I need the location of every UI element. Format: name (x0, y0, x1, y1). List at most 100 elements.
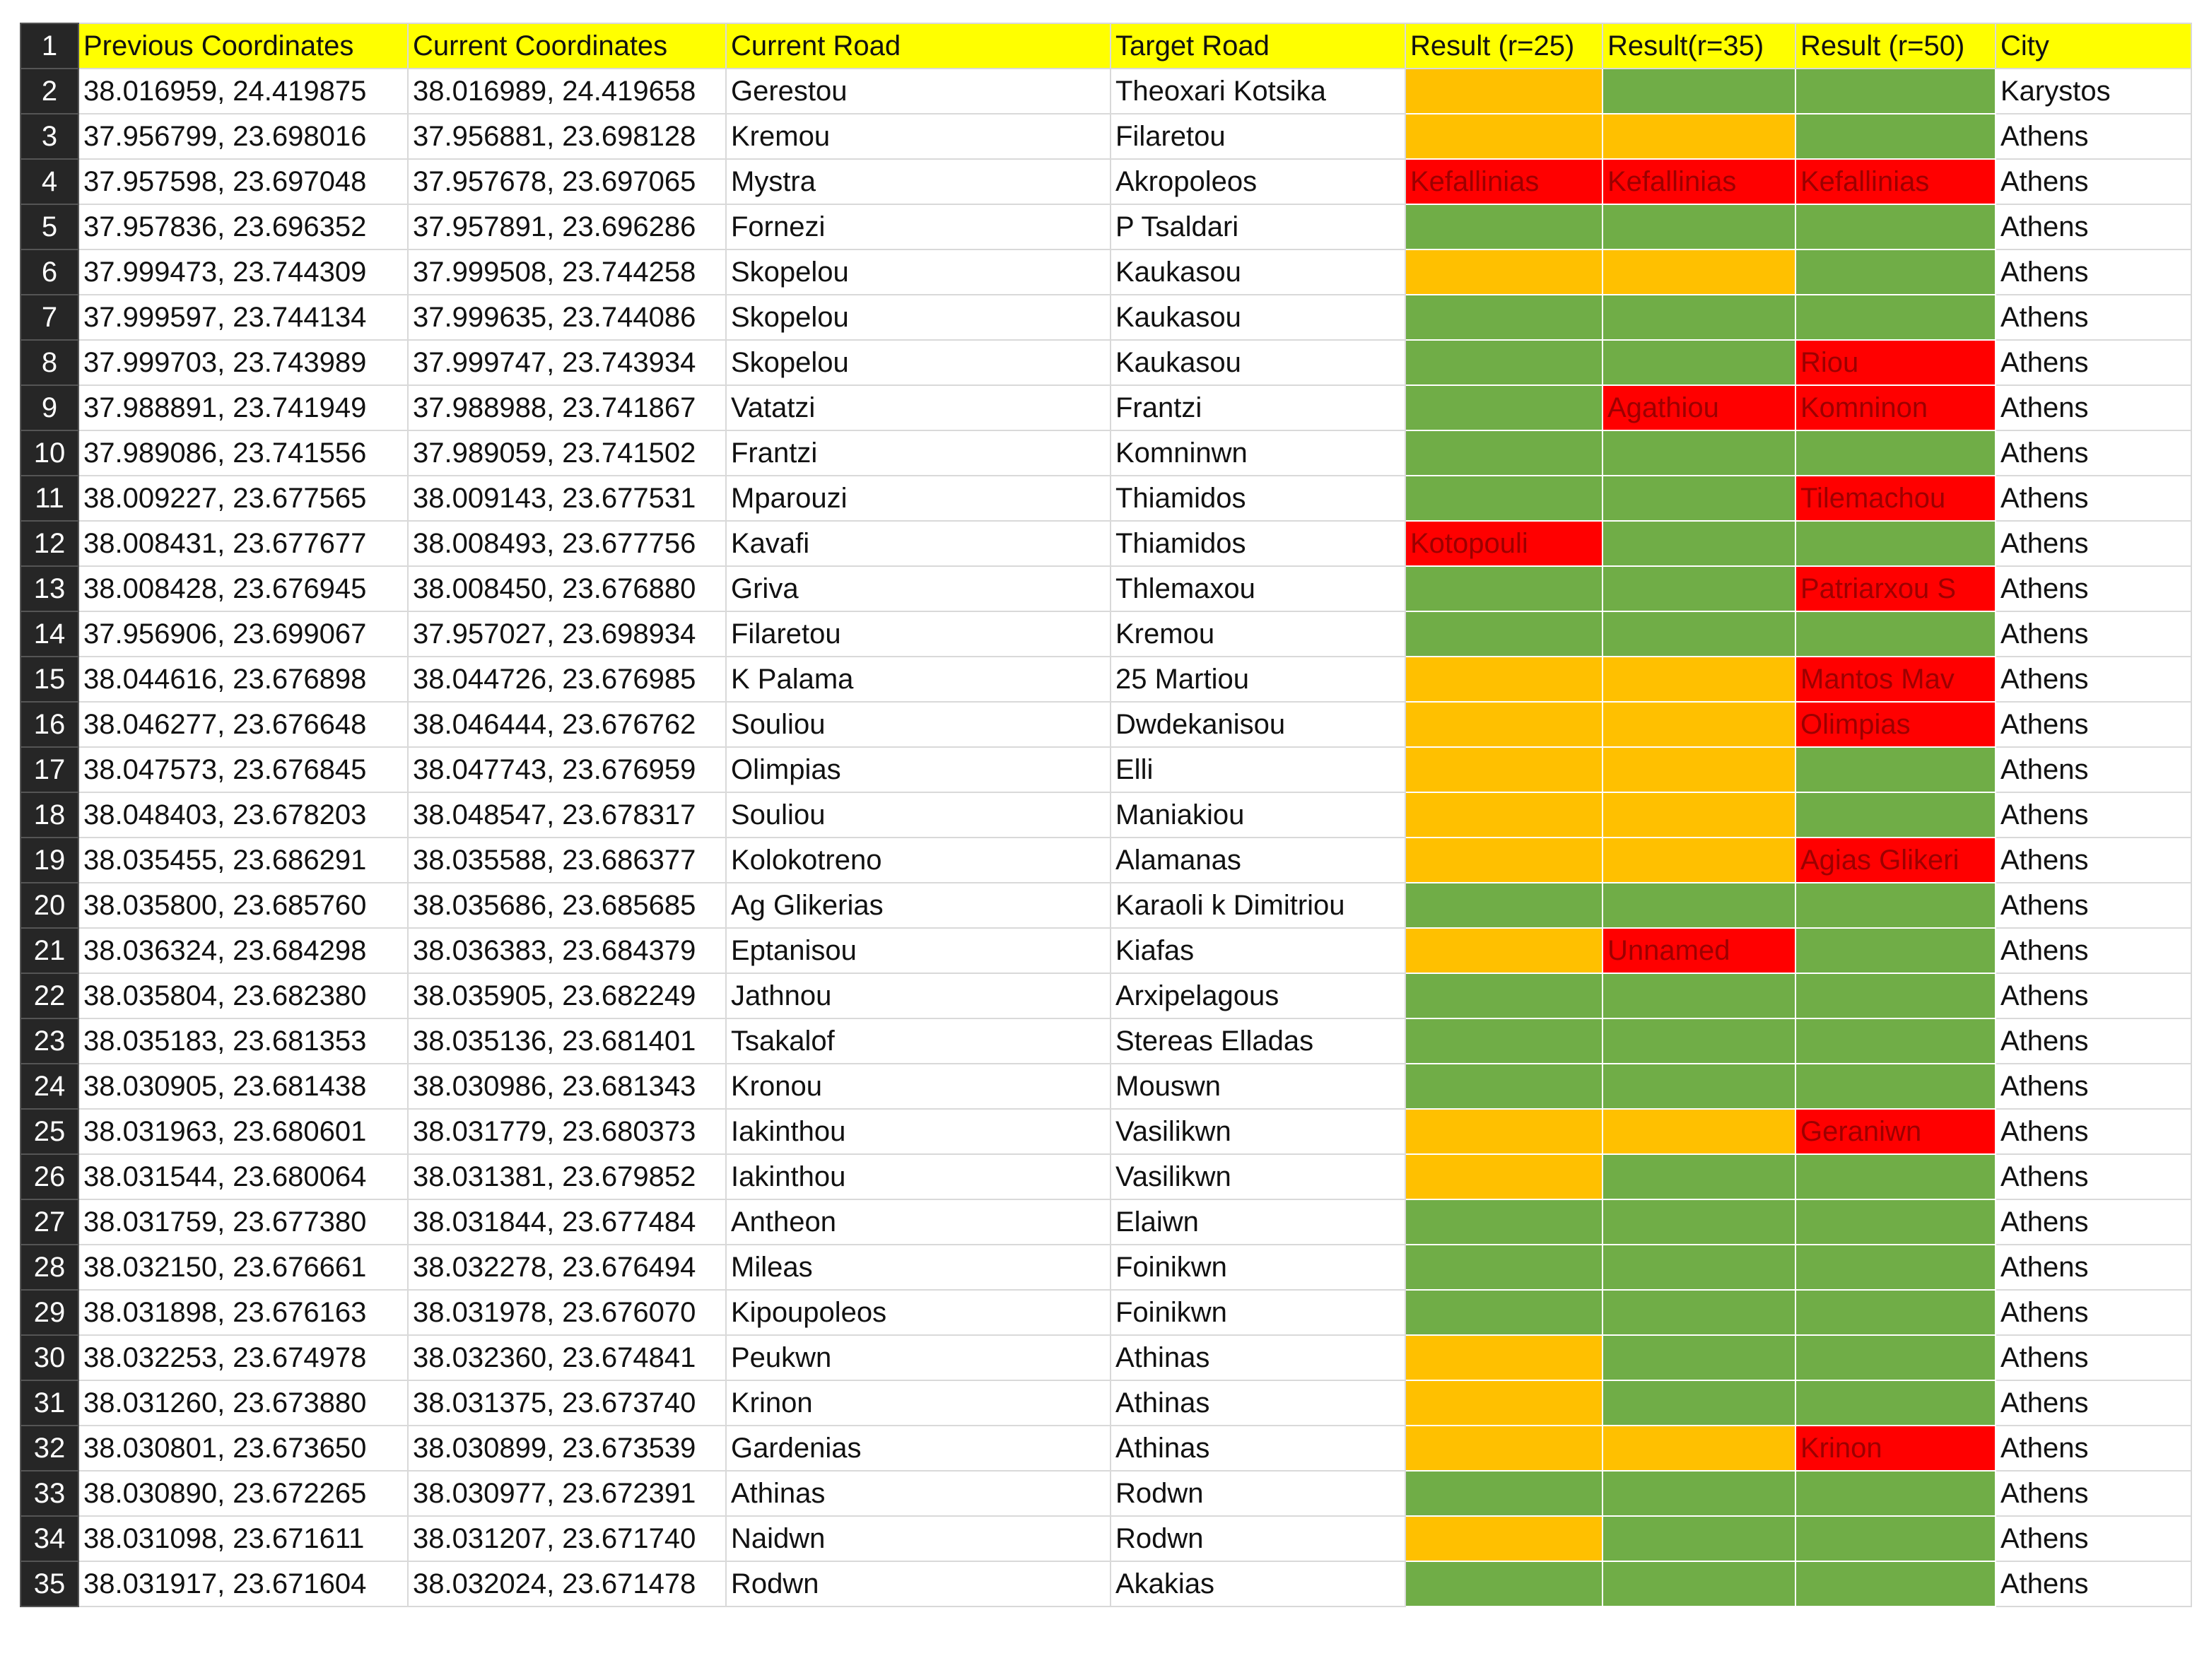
current-road: Souliou (725, 792, 1111, 838)
data-row: 13 38.008428, 23.676945 38.008450, 23.6768… (20, 565, 2192, 612)
target-road: Mouswn (1110, 1063, 1406, 1110)
current-road: Skopelou (725, 294, 1111, 341)
data-row: 34 38.031098, 23.671611 38.031207, 23.6717… (20, 1515, 2192, 1562)
result-r25 (1405, 249, 1602, 295)
target-road: Vasilikwn (1110, 1108, 1406, 1155)
row-number: 21 (20, 927, 79, 974)
city: Athens (1995, 520, 2192, 567)
result-r50: Geraniwn (1795, 1109, 1996, 1154)
result-r50 (1795, 69, 1996, 114)
target-road: Rodwn (1110, 1515, 1406, 1562)
result-r25: Kotopouli (1405, 521, 1602, 566)
result-r35 (1602, 1154, 1795, 1199)
previous-coordinates: 38.035804, 23.682380 (78, 973, 409, 1019)
city: Athens (1995, 1063, 2192, 1110)
result-r35 (1602, 1380, 1795, 1426)
result-r35 (1602, 476, 1795, 521)
current-road: Fornezi (725, 204, 1111, 250)
city: Athens (1995, 1244, 2192, 1291)
target-road: Thlemaxou (1110, 565, 1406, 612)
previous-coordinates: 38.030905, 23.681438 (78, 1063, 409, 1110)
current-coordinates: 38.032360, 23.674841 (407, 1334, 727, 1381)
row-number: 28 (20, 1244, 79, 1291)
result-r35 (1602, 114, 1795, 159)
target-road: Akropoleos (1110, 158, 1406, 205)
result-r25 (1405, 1290, 1602, 1335)
result-r35 (1602, 702, 1795, 747)
previous-coordinates: 38.031544, 23.680064 (78, 1153, 409, 1200)
data-row: 3 37.956799, 23.698016 37.956881, 23.69812… (20, 113, 2192, 160)
current-coordinates: 37.999747, 23.743934 (407, 339, 727, 386)
row-number: 34 (20, 1515, 79, 1562)
current-coordinates: 38.030977, 23.672391 (407, 1470, 727, 1517)
header-row: 1 Previous Coordinates Current Coordinates… (20, 23, 2192, 69)
previous-coordinates: 38.035183, 23.681353 (78, 1018, 409, 1064)
sheet-body: 1 Previous Coordinates Current Coordinates… (20, 23, 2192, 1607)
current-coordinates: 38.035588, 23.686377 (407, 837, 727, 883)
target-road: Vasilikwn (1110, 1153, 1406, 1200)
target-road: Kaukasou (1110, 294, 1406, 341)
target-road: Athinas (1110, 1334, 1406, 1381)
result-r25 (1405, 385, 1602, 430)
previous-coordinates: 38.032150, 23.676661 (78, 1244, 409, 1291)
city: Athens (1995, 1153, 2192, 1200)
current-road: Mystra (725, 158, 1111, 205)
target-road: P Tsaldari (1110, 204, 1406, 250)
data-row: 30 38.032253, 23.674978 38.032360, 23.6748… (20, 1334, 2192, 1381)
result-r25 (1405, 838, 1602, 883)
spreadsheet: 1 Previous Coordinates Current Coordinates… (20, 23, 2192, 1607)
target-road: Rodwn (1110, 1470, 1406, 1517)
result-r50 (1795, 1561, 1996, 1606)
data-row: 18 38.048403, 23.678203 38.048547, 23.6783… (20, 792, 2192, 838)
result-r25 (1405, 792, 1602, 838)
current-road: Krinon (725, 1380, 1111, 1426)
target-road: Akakias (1110, 1561, 1406, 1607)
result-r50 (1795, 295, 1996, 340)
current-coordinates: 38.032278, 23.676494 (407, 1244, 727, 1291)
data-row: 24 38.030905, 23.681438 38.030986, 23.6813… (20, 1063, 2192, 1110)
target-road: Filaretou (1110, 113, 1406, 160)
target-road: Elaiwn (1110, 1199, 1406, 1245)
current-coordinates: 38.009143, 23.677531 (407, 475, 727, 522)
row-number: 35 (20, 1561, 79, 1607)
target-road: Maniakiou (1110, 792, 1406, 838)
row-number: 22 (20, 973, 79, 1019)
result-r25 (1405, 747, 1602, 792)
current-coordinates: 38.035136, 23.681401 (407, 1018, 727, 1064)
result-r35 (1602, 792, 1795, 838)
data-row: 20 38.035800, 23.685760 38.035686, 23.6856… (20, 882, 2192, 929)
current-road: Gardenias (725, 1425, 1111, 1472)
data-row: 5 37.957836, 23.696352 37.957891, 23.69628… (20, 204, 2192, 250)
target-road: Thiamidos (1110, 475, 1406, 522)
result-r25 (1405, 1516, 1602, 1561)
result-r35 (1602, 69, 1795, 114)
result-r25 (1405, 1335, 1602, 1380)
city: Athens (1995, 475, 2192, 522)
result-r35 (1602, 249, 1795, 295)
previous-coordinates: 38.031759, 23.677380 (78, 1199, 409, 1245)
row-number: 19 (20, 837, 79, 883)
city: Athens (1995, 973, 2192, 1019)
city: Athens (1995, 1561, 2192, 1607)
row-number: 10 (20, 430, 79, 476)
current-coordinates: 37.988988, 23.741867 (407, 384, 727, 431)
current-coordinates: 38.035686, 23.685685 (407, 882, 727, 929)
city: Karystos (1995, 68, 2192, 114)
row-number: 29 (20, 1289, 79, 1336)
current-coordinates: 37.989059, 23.741502 (407, 430, 727, 476)
result-r35 (1602, 973, 1795, 1018)
previous-coordinates: 38.035455, 23.686291 (78, 837, 409, 883)
result-r25 (1405, 1199, 1602, 1245)
city: Athens (1995, 339, 2192, 386)
current-coordinates: 37.957027, 23.698934 (407, 611, 727, 657)
result-r50: Kefallinias (1795, 159, 1996, 204)
result-r25: Kefallinias (1405, 159, 1602, 204)
row-number: 1 (20, 23, 79, 69)
current-road: Frantzi (725, 430, 1111, 476)
previous-coordinates: 38.032253, 23.674978 (78, 1334, 409, 1381)
previous-coordinates: 38.008428, 23.676945 (78, 565, 409, 612)
previous-coordinates: 38.035800, 23.685760 (78, 882, 409, 929)
result-r50 (1795, 1290, 1996, 1335)
city: Athens (1995, 882, 2192, 929)
previous-coordinates: 38.048403, 23.678203 (78, 792, 409, 838)
